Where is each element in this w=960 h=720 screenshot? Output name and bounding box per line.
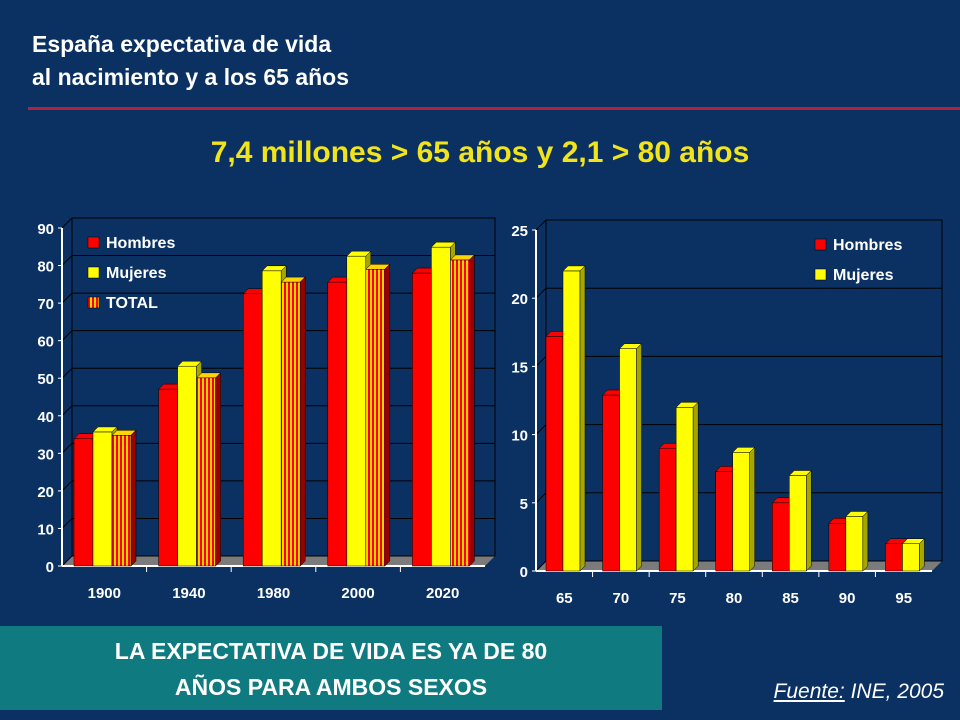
legend-label: Hombres (106, 235, 175, 252)
y-tick-label: 0 (520, 564, 528, 581)
x-tick-label: 95 (895, 590, 912, 607)
bar-side (919, 538, 925, 572)
x-tick-label: 90 (839, 590, 856, 607)
bar (885, 543, 903, 572)
bar-side (579, 265, 586, 572)
source-note: Fuente: INE, 2005 (774, 680, 944, 704)
bar (715, 471, 733, 572)
bar-side (749, 446, 755, 572)
bar (562, 270, 581, 572)
bar-side (299, 276, 306, 567)
gridline (535, 424, 942, 435)
gridline (61, 217, 495, 229)
bar (602, 394, 620, 572)
chart-life-expectancy-age: 0 5 10 15 20 25 65 70 75 80 85 90 95 Hombres Mujeres (511, 219, 943, 607)
bar-side (215, 372, 221, 567)
bar (732, 452, 750, 572)
gridline (535, 355, 942, 367)
x-tick-label: 85 (782, 590, 799, 607)
x-tick-label: 65 (556, 590, 573, 607)
y-tick-label: 40 (37, 409, 54, 426)
legend-swatch (814, 238, 827, 251)
bar-side (384, 263, 391, 567)
gridline (535, 287, 942, 299)
bar-side (862, 510, 869, 572)
legend-label: Hombres (833, 237, 902, 254)
banner-line-2: AÑOS PARA AMBOS SEXOS (174, 674, 488, 700)
slide-subtitle: 7,4 millones > 65 años y 2,1 > 80 años (210, 136, 750, 169)
y-tick-label: 15 (511, 359, 528, 376)
legend-swatch (814, 268, 827, 281)
x-tick-label: 75 (669, 590, 686, 607)
legend-swatch (87, 296, 100, 309)
bar (619, 348, 637, 572)
bar (902, 543, 920, 572)
conclusion-banner: LA EXPECTATIVA DE VIDA ES YA DE 80 AÑOS … (0, 626, 662, 710)
title-divider (28, 107, 960, 110)
legend-label: TOTAL (106, 295, 158, 312)
banner-line-1: LA EXPECTATIVA DE VIDA ES YA DE 80 (114, 638, 548, 664)
x-tick-label: 80 (726, 590, 743, 607)
title-line-2: al nacimiento y a los 65 años (32, 64, 350, 90)
bar-side (469, 254, 475, 567)
bar-side (636, 343, 642, 572)
source-text: INE, 2005 (844, 680, 944, 703)
bar (772, 502, 790, 572)
bar (828, 523, 847, 572)
y-tick-label: 60 (37, 334, 54, 351)
x-tick-label: 1980 (257, 585, 290, 602)
y-tick-label: 5 (520, 496, 528, 513)
bar (658, 447, 677, 572)
y-tick-label: 0 (46, 559, 54, 576)
legend-swatch (87, 236, 100, 249)
bar (675, 407, 694, 572)
title-line-1: España expectativa de vida (32, 31, 332, 57)
x-tick-label: 2020 (426, 585, 459, 602)
bar-side (130, 429, 137, 567)
y-tick-label: 90 (37, 221, 54, 238)
chart-life-expectancy-birth: 0 10 20 30 40 50 60 70 80 90 1900 1940 1980 2000 2020 H… (37, 217, 496, 602)
gridline (535, 219, 942, 231)
slide-title: España expectativa de vida al nacimiento… (32, 28, 349, 94)
x-tick-label: 1900 (88, 585, 121, 602)
source-label: Fuente: (773, 680, 845, 703)
x-tick-label: 2000 (341, 585, 374, 602)
y-tick-label: 25 (511, 223, 528, 240)
y-tick-label: 10 (37, 521, 54, 538)
legend-label: Mujeres (833, 267, 894, 284)
y-tick-label: 80 (37, 259, 54, 276)
legend-swatch (87, 266, 100, 279)
y-tick-label: 50 (37, 371, 54, 388)
x-tick-label: 1940 (172, 585, 205, 602)
y-tick-label: 10 (511, 428, 528, 445)
bar-side (692, 401, 699, 572)
bar (789, 475, 807, 572)
y-tick-label: 20 (511, 291, 528, 308)
bar (845, 516, 864, 572)
legend-label: Mujeres (106, 265, 167, 282)
bar-side (806, 469, 812, 572)
y-tick-label: 30 (37, 446, 54, 463)
y-tick-label: 20 (37, 484, 54, 501)
bar (545, 336, 564, 572)
y-tick-label: 70 (37, 296, 54, 313)
x-tick-label: 70 (613, 590, 630, 607)
